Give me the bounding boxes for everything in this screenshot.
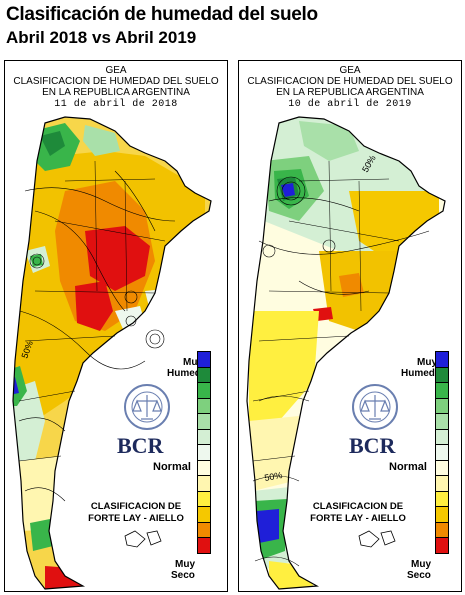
- legend-bottom-label-1: Muy: [411, 559, 431, 570]
- legend-swatch-12: [435, 537, 449, 554]
- method-line2: FORTE LAY - AIELLO: [88, 513, 184, 524]
- contour-label: 50%: [264, 470, 283, 483]
- bcr-seal-icon: [123, 383, 171, 436]
- legend-bottom-label-1: Muy: [175, 559, 195, 570]
- method-line1: CLASIFICACION DE: [312, 501, 404, 512]
- legend-top-label-2: Humedo: [401, 368, 441, 379]
- legend-swatch-9: [197, 490, 211, 507]
- legend-middle-label: Normal: [389, 461, 427, 473]
- method-label: CLASIFICACION DE FORTE LAY - AIELLO: [81, 501, 191, 525]
- legend-swatch-1: [435, 366, 449, 383]
- bcr-logo: BCR: [117, 433, 164, 458]
- legend-swatch-0: [197, 351, 211, 368]
- method-label: CLASIFICACION DE FORTE LAY - AIELLO: [303, 501, 413, 525]
- panel-heading-line2: EN LA REPUBLICA ARGENTINA: [42, 87, 190, 98]
- legend-swatch-10: [435, 506, 449, 523]
- map-panel-2019: GEA CLASIFICACION DE HUMEDAD DEL SUELO E…: [238, 60, 462, 592]
- panel-date: 11 de abril de 2018: [54, 99, 178, 110]
- legend-swatch-4: [197, 413, 211, 430]
- panel-heading-line1: CLASIFICACION DE HUMEDAD DEL SUELO: [247, 76, 453, 87]
- panel-org: GEA: [105, 65, 127, 76]
- legend-top-label-1: Muy: [417, 357, 437, 368]
- soil-moisture-map-2019: 50% 50%: [246, 116, 446, 590]
- page-subtitle: Abril 2018 vs Abril 2019: [6, 28, 197, 47]
- legend-swatch-6: [197, 444, 211, 461]
- legend-swatch-7: [197, 459, 211, 476]
- map-panel-2018: GEA CLASIFICACION DE HUMEDAD DEL SUELO E…: [4, 60, 228, 592]
- legend-swatch-11: [435, 521, 449, 538]
- legend-color-bar: [435, 351, 449, 554]
- legend-swatch-10: [197, 506, 211, 523]
- panel-date: 10 de abril de 2019: [288, 99, 412, 110]
- legend-bottom-label-2: Seco: [407, 570, 431, 581]
- legend-middle-label: Normal: [153, 461, 191, 473]
- legend-swatch-6: [435, 444, 449, 461]
- bcr-seal-icon: [351, 383, 399, 436]
- method-line2: FORTE LAY - AIELLO: [310, 513, 406, 524]
- panel-heading-line1: CLASIFICACION DE HUMEDAD DEL SUELO: [13, 76, 219, 87]
- legend-swatch-3: [435, 397, 449, 414]
- legend-swatch-2: [197, 382, 211, 399]
- legend-swatch-5: [197, 428, 211, 445]
- legend-swatch-12: [197, 537, 211, 554]
- legend-bottom-label-2: Seco: [171, 570, 195, 581]
- legend-swatch-2: [435, 382, 449, 399]
- panel-heading-line2: EN LA REPUBLICA ARGENTINA: [276, 87, 424, 98]
- legend-color-bar: [197, 351, 211, 554]
- page-title: Clasificación de humedad del suelo: [6, 4, 318, 25]
- legend-swatch-8: [197, 475, 211, 492]
- legend-top-label-1: Muy: [183, 357, 203, 368]
- legend-top-label-2: Humedo: [167, 368, 207, 379]
- method-line1: CLASIFICACION DE: [90, 501, 182, 512]
- bcr-logo: BCR: [349, 433, 396, 458]
- legend-swatch-7: [435, 459, 449, 476]
- legend-swatch-8: [435, 475, 449, 492]
- legend-swatch-5: [435, 428, 449, 445]
- legend-swatch-0: [435, 351, 449, 368]
- legend-swatch-1: [197, 366, 211, 383]
- panel-org: GEA: [339, 65, 361, 76]
- legend-swatch-9: [435, 490, 449, 507]
- legend-swatch-3: [197, 397, 211, 414]
- legend-swatch-11: [197, 521, 211, 538]
- legend-swatch-4: [435, 413, 449, 430]
- soil-moisture-map-2018: 50%: [12, 116, 212, 590]
